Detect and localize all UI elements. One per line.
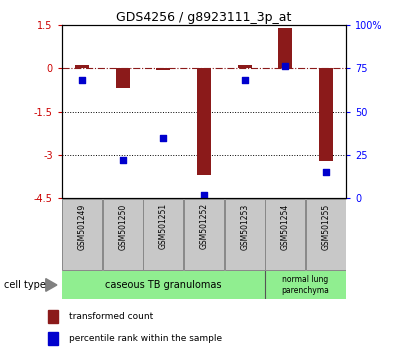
- Text: caseous TB granulomas: caseous TB granulomas: [105, 280, 222, 290]
- Point: [79, 78, 85, 83]
- Text: GSM501251: GSM501251: [159, 203, 168, 250]
- Text: percentile rank within the sample: percentile rank within the sample: [69, 334, 222, 343]
- Text: GSM501249: GSM501249: [78, 203, 86, 250]
- Bar: [265, 271, 346, 299]
- Bar: [184, 199, 224, 270]
- Title: GDS4256 / g8923111_3p_at: GDS4256 / g8923111_3p_at: [116, 11, 292, 24]
- Bar: [103, 199, 142, 270]
- Bar: [143, 199, 183, 270]
- Bar: [62, 199, 102, 270]
- Text: GSM501254: GSM501254: [281, 203, 290, 250]
- Bar: [75, 65, 89, 68]
- Bar: [197, 68, 211, 175]
- Point: [160, 135, 166, 141]
- Bar: [48, 332, 58, 345]
- Text: transformed count: transformed count: [69, 312, 154, 321]
- Text: GSM501253: GSM501253: [240, 203, 249, 250]
- Point: [242, 78, 248, 83]
- Bar: [265, 199, 305, 270]
- Bar: [225, 199, 265, 270]
- Bar: [115, 68, 130, 88]
- Text: GSM501255: GSM501255: [322, 203, 330, 250]
- Bar: [306, 199, 346, 270]
- Point: [282, 64, 289, 69]
- Bar: [48, 310, 58, 323]
- Point: [119, 157, 126, 163]
- Point: [201, 192, 207, 198]
- Text: GSM501250: GSM501250: [118, 203, 127, 250]
- Text: GSM501252: GSM501252: [199, 203, 209, 250]
- Bar: [156, 68, 170, 70]
- Bar: [62, 271, 265, 299]
- Text: cell type: cell type: [4, 280, 46, 290]
- Bar: [278, 28, 293, 68]
- Bar: [319, 68, 333, 161]
- Bar: [238, 65, 252, 68]
- Point: [323, 170, 329, 175]
- Text: normal lung
parenchyma: normal lung parenchyma: [282, 275, 330, 295]
